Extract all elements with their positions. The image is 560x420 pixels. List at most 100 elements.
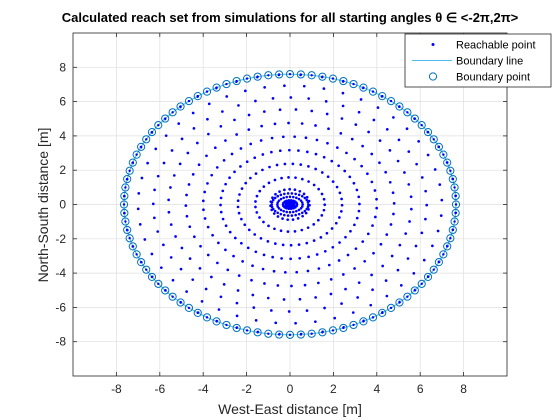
boundary-point (232, 76, 241, 86)
boundary-point (318, 328, 327, 337)
reachable-point (367, 130, 370, 134)
reachable-point (274, 192, 277, 196)
boundary-point (212, 83, 221, 92)
reachable-point (146, 161, 149, 165)
reachable-point (424, 189, 427, 193)
reachable-point (221, 110, 224, 113)
reachable-point (205, 154, 208, 158)
reachable-point (288, 187, 291, 191)
reachable-point (291, 218, 295, 221)
boundary-reachable-point (371, 316, 375, 319)
reachable-point (251, 293, 255, 297)
reachable-point (407, 183, 411, 186)
reachable-point (251, 264, 254, 268)
reachable-point (237, 274, 241, 277)
reachable-point (305, 309, 309, 312)
reachable-point (202, 208, 205, 212)
reachable-point (207, 102, 211, 106)
reachable-point (363, 259, 367, 263)
reachable-point (225, 95, 229, 98)
reachable-point (273, 178, 277, 182)
boundary-reachable-point (215, 86, 218, 89)
reachable-point (206, 253, 210, 257)
reachable-point (221, 189, 225, 193)
reachable-point (259, 236, 263, 240)
reachable-point (297, 208, 301, 212)
reachable-point (154, 147, 158, 151)
boundary-point (410, 114, 419, 123)
boundary-point (222, 320, 231, 330)
reachable-point (297, 197, 301, 201)
reachable-point (436, 229, 440, 233)
boundary-point (285, 70, 295, 79)
reachable-point (269, 309, 273, 312)
reachable-point (226, 268, 230, 272)
reachable-point (314, 296, 318, 299)
reachable-point (315, 253, 319, 256)
reachable-point (228, 230, 232, 234)
reachable-point (306, 226, 310, 230)
reachable-point (329, 277, 333, 281)
boundary-reachable-point (277, 73, 281, 76)
boundary-point (296, 70, 305, 79)
reachable-point (420, 231, 424, 235)
reachable-point (254, 172, 258, 175)
reachable-point (192, 127, 196, 130)
reachable-point (254, 319, 258, 322)
reachable-point (357, 195, 361, 199)
reachable-point (285, 210, 289, 214)
reachable-point (217, 308, 221, 311)
reachable-point (263, 282, 266, 285)
reachable-point (366, 232, 370, 236)
boundary-reachable-point (187, 99, 191, 103)
boundary-reachable-point (451, 177, 455, 181)
reachable-points (122, 73, 458, 336)
reachable-point (326, 175, 330, 179)
reachable-point (300, 211, 304, 215)
reachable-point (211, 233, 214, 237)
boundary-reachable-point (245, 329, 249, 332)
reachable-point (162, 243, 165, 247)
reachable-point (191, 111, 195, 115)
reachable-point (277, 199, 281, 202)
reachable-point (203, 217, 207, 220)
reachable-point (169, 223, 173, 226)
chart-title: Calculated reach set from simulations fo… (62, 10, 519, 25)
reachable-point (174, 235, 177, 238)
reachable-point (199, 244, 202, 248)
reachable-point (191, 173, 195, 176)
reachable-point (279, 229, 283, 233)
reachable-point (438, 183, 442, 187)
reachable-point (237, 104, 240, 107)
x-tick-label: 8 (460, 382, 467, 396)
reachable-point (406, 257, 410, 260)
legend-reachable-label: Reachable point (456, 40, 536, 52)
reachable-point (283, 188, 286, 192)
reachable-point (261, 267, 265, 271)
boundary-point (450, 183, 459, 192)
reachable-point (410, 207, 413, 211)
reachable-point (361, 240, 365, 243)
reachable-point (185, 193, 188, 197)
boundary-reachable-point (352, 323, 355, 327)
reachable-point (370, 273, 373, 277)
boundary-point (410, 286, 419, 295)
reachable-point (156, 174, 160, 178)
boundary-reachable-point (406, 295, 409, 298)
y-tick-label: -8 (55, 335, 66, 349)
reachable-point (312, 183, 316, 187)
boundary-point (147, 127, 157, 137)
boundary-reachable-point (437, 145, 441, 149)
boundary-point (434, 142, 443, 151)
reachable-point (385, 294, 389, 298)
boundary-point (443, 242, 452, 251)
reachable-point (289, 257, 293, 261)
reachable-point (279, 208, 283, 212)
reachable-point (210, 275, 213, 279)
reachable-point (384, 279, 388, 282)
boundary-reachable-point (299, 73, 303, 76)
reachable-point (295, 204, 298, 208)
reachable-point (290, 192, 294, 195)
reachable-point (216, 261, 219, 265)
reachable-point (314, 320, 317, 324)
